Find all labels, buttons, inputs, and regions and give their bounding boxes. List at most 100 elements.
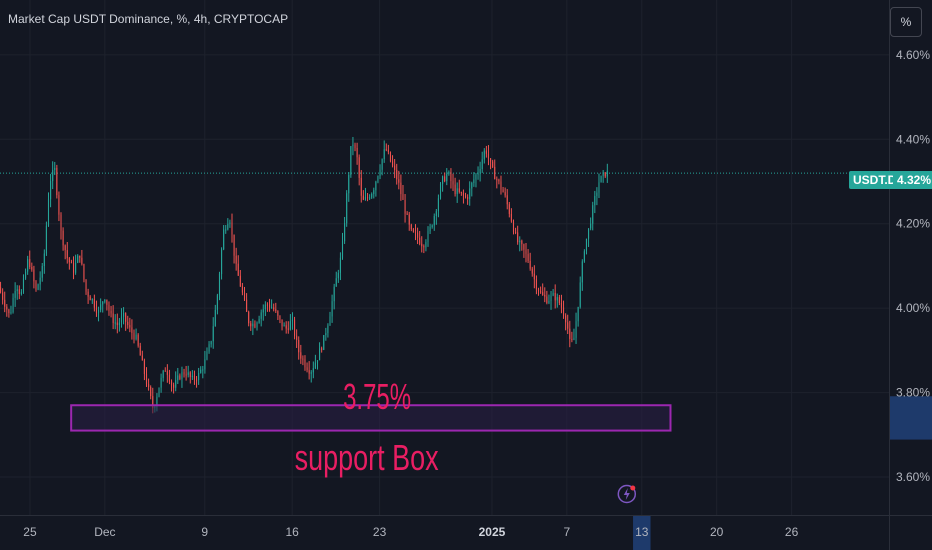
candle-body [266,304,268,306]
candle-body [423,246,425,248]
candle-body [183,372,185,375]
candle-body [400,182,402,195]
candle-body [158,387,160,397]
candle-body [460,191,462,193]
candle-body [375,181,377,191]
candle-body [535,279,537,290]
candle-body [206,351,208,360]
candle-body [308,370,310,374]
candle-body [383,149,385,160]
candle-body [421,243,423,247]
candle-body [487,153,490,159]
candle-body [458,188,460,192]
candle-body [502,189,504,193]
candle-body [442,176,444,185]
candle-body [72,262,75,273]
candle-body [177,375,179,381]
candle-body [204,359,206,370]
candle-body [429,227,431,232]
candle-body [602,172,604,176]
candle-body [273,307,275,310]
candle-body [431,225,433,228]
y-tick-label: 4.20% [896,217,930,231]
candle-body [243,292,246,300]
candle-body [341,241,344,258]
candle-body [600,175,602,183]
candle-body [112,313,114,323]
candle-body [473,179,475,183]
axis-range-highlight [633,396,932,550]
candle-body [371,193,373,198]
unit-toggle-button[interactable]: % [890,7,922,37]
candle-body [277,311,279,316]
x-tick-label: 25 [23,525,37,539]
candle-body [137,334,139,346]
candle-body [304,359,306,368]
candle-body [427,231,429,243]
candle-body [64,245,66,251]
event-icons [617,484,637,504]
candle-body [414,231,417,233]
candle-body [250,323,252,327]
candle-body [181,372,183,379]
candle-body [464,195,467,198]
candle-body [523,244,525,250]
candle-body [575,321,577,338]
candle-body [100,304,102,310]
candle-body [98,309,100,313]
candle-body [410,224,412,230]
candle-body [114,322,116,324]
drawing-annotations[interactable]: 3.75% support Box [70,376,672,478]
y-tick-label: 3.80% [896,386,930,400]
candle-body [529,260,531,269]
candle-body [120,316,123,323]
candle-body [425,242,427,248]
candle-body [565,315,567,323]
candle-body [70,262,72,264]
candle-body [512,221,515,232]
candle-body [506,195,508,205]
candle-body [47,199,50,226]
lightning-bolt [623,488,630,500]
candle-body [60,214,62,231]
candle-body [344,223,346,242]
candle-body [275,309,277,312]
candle-body [189,372,191,377]
candle-body [198,372,200,381]
candle-body [389,152,392,162]
candle-body [175,380,177,388]
candle-body [598,182,600,193]
candle-body [173,384,175,388]
y-axis-range-highlight [890,396,932,440]
candle-body [35,281,37,290]
candle-body [258,318,260,323]
candle-body [450,171,452,182]
candle-body [475,174,477,180]
candle-body [316,360,319,363]
candle-body [145,373,148,385]
candle-body [310,372,312,374]
x-tick-label: Dec [94,525,115,539]
candle-body [300,352,302,359]
candle-body [356,147,358,158]
candle-body [225,229,227,231]
x-tick-label: 2025 [479,525,506,539]
x-axis-range-highlight [633,516,651,550]
candle-body [398,179,400,183]
candle-body [81,257,83,265]
candle-body [170,381,173,385]
candle-body [560,302,562,308]
candle-body [462,192,464,196]
candle-body [233,234,235,256]
candle-body [16,289,18,291]
candle-body [604,172,606,177]
candle-body [2,292,4,300]
candle-body [596,192,598,196]
candle-body [66,250,68,259]
y-tick-label: 4.40% [896,132,930,146]
candle-body [229,222,231,224]
candle-body [179,375,181,379]
candle-body [492,161,494,167]
candle-body [283,325,285,327]
